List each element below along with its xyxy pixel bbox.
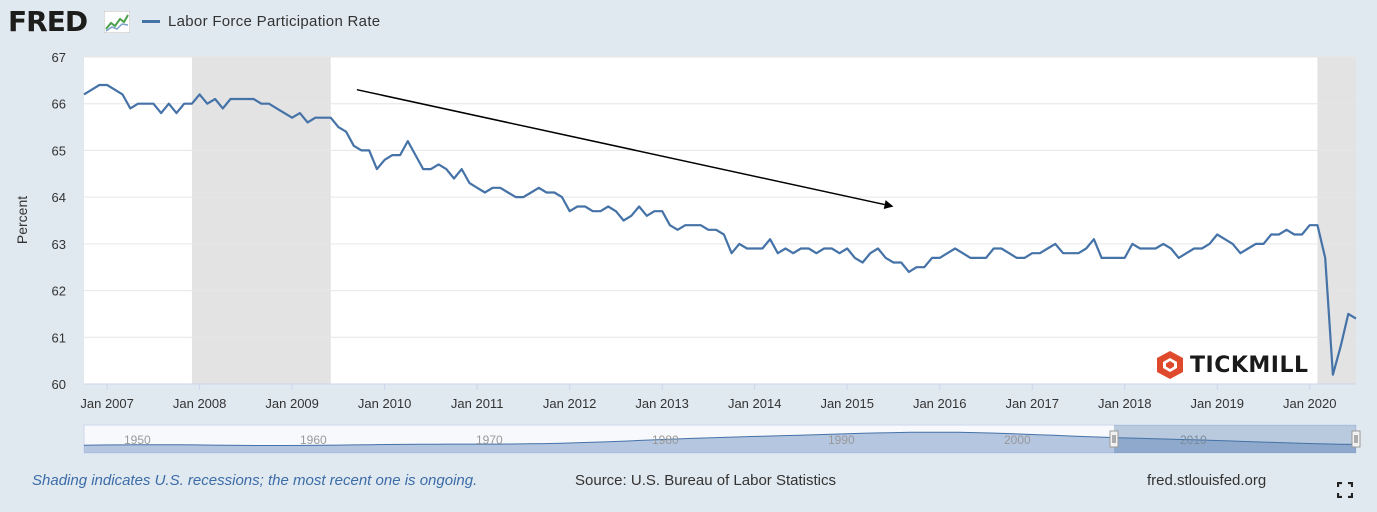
x-tick-label: Jan 2007: [80, 396, 134, 411]
legend-swatch: [142, 20, 160, 23]
legend[interactable]: Labor Force Participation Rate: [142, 13, 380, 30]
x-tick-label: Jan 2018: [1098, 396, 1152, 411]
y-tick-label: 62: [52, 284, 66, 299]
x-tick-label: Jan 2013: [635, 396, 689, 411]
y-tick-label: 65: [52, 143, 66, 158]
y-axis-label: Percent: [14, 196, 30, 244]
navigator[interactable]: 1950 1960 1970 1980 1990 2000 2010: [83, 424, 1361, 454]
recession-shading: [191, 57, 331, 384]
x-tick-label: Jan 2020: [1283, 396, 1337, 411]
navigator-year-label: 2010: [1180, 433, 1207, 447]
navigator-handle[interactable]: [1351, 430, 1361, 448]
trend-arrowhead: [883, 200, 894, 209]
x-tick-label: Jan 2009: [265, 396, 319, 411]
legend-label: Labor Force Participation Rate: [168, 13, 381, 30]
tickmill-text: TICKMILL: [1190, 352, 1309, 378]
navigator-line: [83, 431, 1357, 446]
x-tick-label: Jan 2015: [820, 396, 874, 411]
x-tick-label: Jan 2012: [543, 396, 597, 411]
fred-logo[interactable]: FRED: [8, 5, 88, 38]
x-tick-label: Jan 2014: [728, 396, 782, 411]
y-tick-label: 60: [52, 377, 66, 392]
navigator-year-label: 1950: [124, 433, 151, 447]
navigator-year-label: 1960: [300, 433, 327, 447]
x-tick-label: Jan 2010: [358, 396, 412, 411]
y-tick-label: 61: [52, 330, 66, 345]
recession-note: Shading indicates U.S. recessions; the m…: [32, 472, 478, 489]
tickmill-watermark: TICKMILL: [1156, 350, 1309, 380]
y-tick-label: 66: [52, 97, 66, 112]
navigator-handle[interactable]: [1109, 430, 1119, 448]
navigator-year-label: 1970: [476, 433, 503, 447]
source-text: Source: U.S. Bureau of Labor Statistics: [575, 472, 836, 489]
x-tick-label: Jan 2016: [913, 396, 967, 411]
tickmill-logo-icon: [1157, 351, 1183, 379]
series-group: [83, 83, 1357, 376]
y-tick-label: 64: [52, 190, 66, 205]
trend-arrow-line: [356, 88, 885, 206]
fullscreen-icon[interactable]: [1337, 482, 1353, 498]
site-link[interactable]: fred.stlouisfed.org: [1147, 472, 1267, 489]
y-tick-label: 67: [52, 50, 66, 65]
x-tick-label: Jan 2011: [451, 396, 504, 411]
navigator-year-label: 1990: [828, 433, 855, 447]
navigator-year-label: 2000: [1004, 433, 1031, 447]
header: FRED Labor Force Participation Rate: [0, 0, 1377, 46]
x-tick-label: Jan 2019: [1190, 396, 1244, 411]
y-tick-label: 63: [52, 237, 66, 252]
navigator-selected-range: [1114, 425, 1356, 453]
series-line: [83, 83, 1357, 376]
x-axis-ticks: Jan 2007 Jan 2008 Jan 2009 Jan 2010 Jan 2011…: [80, 383, 1356, 411]
navigator-area: [84, 432, 1356, 453]
y-axis-ticks: 60 61 62 63 64 65 66 67: [52, 50, 66, 392]
fred-logo-chart-icon: [104, 11, 130, 33]
trend-arrow-annotation: [356, 88, 894, 209]
x-tick-label: Jan 2008: [173, 396, 227, 411]
recession-shading-group: [191, 57, 1356, 384]
recession-shading: [1317, 57, 1356, 384]
navigator-year-label: 1980: [652, 433, 679, 447]
x-tick-label: Jan 2017: [1005, 396, 1059, 411]
